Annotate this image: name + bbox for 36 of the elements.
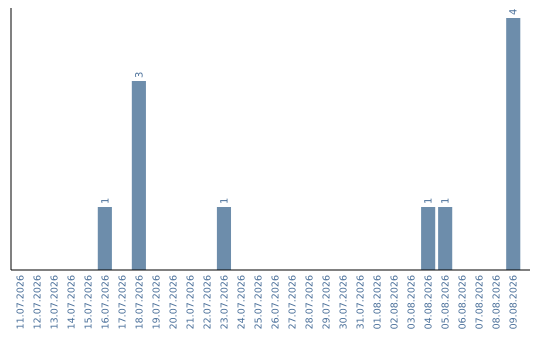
x-tick-label: 17.07.2026 [117, 275, 128, 330]
x-tick-label: 24.07.2026 [236, 275, 248, 330]
x-tick-label: 03.08.2026 [406, 275, 418, 330]
x-tick-label: 28.07.2026 [304, 275, 316, 330]
x-tick-label: 11.07.2026 [15, 275, 26, 330]
x-tick-label: 08.08.2026 [492, 275, 503, 330]
x-tick-label: 01.08.2026 [372, 275, 384, 330]
x-tick-label: 31.07.2026 [356, 275, 367, 330]
x-tick-label: 15.07.2026 [83, 275, 94, 330]
x-tick-label: 30.07.2026 [338, 275, 350, 330]
x-tick-label: 21.07.2026 [185, 275, 196, 330]
x-tick-label: 25.07.2026 [253, 275, 264, 330]
data-label: 1 [219, 198, 230, 204]
x-tick-label: 23.07.2026 [219, 275, 230, 330]
data-label: 1 [424, 198, 435, 204]
x-tick-label: 07.08.2026 [474, 275, 486, 330]
x-tick-label: 02.08.2026 [390, 275, 401, 330]
x-tick-label: 16.07.2026 [100, 275, 112, 330]
x-tick-label: 29.07.2026 [322, 275, 333, 330]
data-label: 4 [508, 8, 520, 15]
x-tick-label: 18.07.2026 [134, 275, 146, 330]
x-tick-label: 19.07.2026 [151, 275, 162, 330]
data-label: 3 [134, 72, 146, 78]
data-label: 1 [100, 198, 112, 204]
x-tick-label: 14.07.2026 [66, 275, 78, 330]
x-tick-label: 09.08.2026 [508, 275, 520, 330]
data-label: 1 [440, 198, 452, 204]
x-tick-label: 27.07.2026 [288, 275, 299, 330]
x-tick-label: 12.07.2026 [32, 275, 44, 330]
x-tick-label: 04.08.2026 [424, 275, 435, 330]
x-tick-label: 20.07.2026 [168, 275, 180, 330]
x-tick-label: 05.08.2026 [440, 275, 452, 330]
x-tick-label: 26.07.2026 [270, 275, 282, 330]
x-tick-label: 06.08.2026 [458, 275, 469, 330]
x-tick-label: 13.07.2026 [49, 275, 60, 330]
x-tick-label: 22.07.2026 [202, 275, 214, 330]
